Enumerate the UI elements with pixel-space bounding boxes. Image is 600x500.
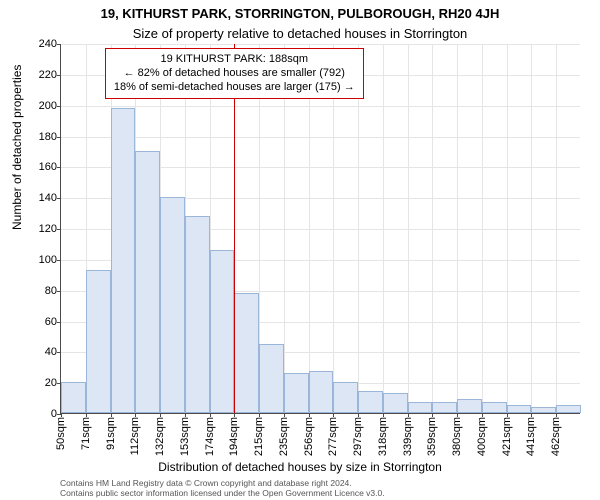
- tickmark-y: [57, 352, 61, 353]
- gridline-v: [507, 44, 508, 413]
- xtick-label: 359sqm: [426, 417, 438, 456]
- ytick-label: 60: [27, 316, 57, 328]
- ytick-label: 0: [27, 408, 57, 420]
- histogram-bar: [383, 393, 408, 413]
- histogram-bar: [61, 382, 86, 413]
- ytick-label: 80: [27, 285, 57, 297]
- ytick-label: 200: [27, 100, 57, 112]
- ytick-label: 20: [27, 377, 57, 389]
- tickmark-y: [57, 322, 61, 323]
- histogram-bar: [234, 293, 259, 413]
- histogram-bar: [284, 373, 309, 413]
- ytick-label: 40: [27, 346, 57, 358]
- ytick-label: 240: [27, 38, 57, 50]
- tickmark-y: [57, 44, 61, 45]
- xtick-label: 132sqm: [154, 417, 166, 456]
- xtick-label: 235sqm: [278, 417, 290, 456]
- tickmark-y: [57, 291, 61, 292]
- gridline-h: [61, 137, 580, 138]
- ytick-label: 160: [27, 161, 57, 173]
- ytick-label: 120: [27, 223, 57, 235]
- xtick-label: 194sqm: [228, 417, 240, 456]
- tickmark-y: [57, 137, 61, 138]
- histogram-bar: [556, 405, 581, 413]
- xtick-label: 462sqm: [550, 417, 562, 456]
- tickmark-y: [57, 198, 61, 199]
- gridline-v: [333, 44, 334, 413]
- histogram-bar: [507, 405, 532, 413]
- histogram-bar: [111, 108, 136, 413]
- gridline-v: [482, 44, 483, 413]
- histogram-bar: [309, 371, 334, 413]
- gridline-v: [457, 44, 458, 413]
- xtick-label: 256sqm: [303, 417, 315, 456]
- annotation-line1: 19 KITHURST PARK: 188sqm: [114, 52, 355, 66]
- histogram-bar: [86, 270, 111, 413]
- histogram-bar: [432, 402, 457, 413]
- xtick-label: 153sqm: [179, 417, 191, 456]
- xtick-label: 91sqm: [105, 417, 117, 450]
- xtick-label: 277sqm: [327, 417, 339, 456]
- histogram-bar: [160, 197, 185, 413]
- gridline-h: [61, 44, 580, 45]
- histogram-bar: [531, 407, 556, 413]
- xtick-label: 318sqm: [377, 417, 389, 456]
- histogram-bar: [185, 216, 210, 413]
- xtick-label: 421sqm: [501, 417, 513, 456]
- annotation-line2: ← 82% of detached houses are smaller (79…: [114, 66, 355, 80]
- gridline-v: [284, 44, 285, 413]
- annotation-box: 19 KITHURST PARK: 188sqm← 82% of detache…: [105, 48, 364, 99]
- gridline-v: [309, 44, 310, 413]
- xtick-label: 71sqm: [80, 417, 92, 450]
- ytick-label: 140: [27, 192, 57, 204]
- y-axis-label: Number of detached properties: [10, 65, 24, 230]
- xtick-label: 380sqm: [451, 417, 463, 456]
- plot-area: 02040608010012014016018020022024050sqm71…: [60, 44, 580, 414]
- annotation-line3: 18% of semi-detached houses are larger (…: [114, 80, 355, 94]
- title-main: 19, KITHURST PARK, STORRINGTON, PULBOROU…: [0, 6, 600, 21]
- gridline-v: [556, 44, 557, 413]
- xtick-label: 441sqm: [525, 417, 537, 456]
- gridline-v: [383, 44, 384, 413]
- gridline-v: [531, 44, 532, 413]
- xtick-label: 297sqm: [352, 417, 364, 456]
- reference-line: [234, 44, 235, 413]
- xtick-label: 112sqm: [129, 417, 141, 455]
- chart-container: 19, KITHURST PARK, STORRINGTON, PULBOROU…: [0, 0, 600, 500]
- ytick-label: 220: [27, 69, 57, 81]
- gridline-v: [408, 44, 409, 413]
- histogram-bar: [457, 399, 482, 413]
- tickmark-y: [57, 75, 61, 76]
- title-sub: Size of property relative to detached ho…: [0, 26, 600, 41]
- tickmark-y: [57, 229, 61, 230]
- footer-attribution: Contains HM Land Registry data © Crown c…: [60, 478, 385, 498]
- histogram-bar: [408, 402, 433, 413]
- xtick-label: 215sqm: [253, 417, 265, 456]
- ytick-label: 100: [27, 254, 57, 266]
- gridline-h: [61, 106, 580, 107]
- xtick-label: 174sqm: [204, 417, 216, 456]
- gridline-v: [358, 44, 359, 413]
- histogram-bar: [358, 391, 383, 413]
- tickmark-y: [57, 260, 61, 261]
- tickmark-y: [57, 106, 61, 107]
- x-axis-label: Distribution of detached houses by size …: [0, 460, 600, 474]
- xtick-label: 400sqm: [476, 417, 488, 456]
- xtick-label: 50sqm: [55, 417, 67, 450]
- gridline-v: [432, 44, 433, 413]
- histogram-bar: [482, 402, 507, 413]
- histogram-bar: [210, 250, 235, 413]
- tickmark-y: [57, 167, 61, 168]
- ytick-label: 180: [27, 131, 57, 143]
- footer-line2: Contains public sector information licen…: [60, 488, 385, 498]
- footer-line1: Contains HM Land Registry data © Crown c…: [60, 478, 385, 488]
- histogram-bar: [333, 382, 358, 413]
- histogram-bar: [135, 151, 160, 413]
- xtick-label: 339sqm: [402, 417, 414, 456]
- histogram-bar: [259, 344, 284, 413]
